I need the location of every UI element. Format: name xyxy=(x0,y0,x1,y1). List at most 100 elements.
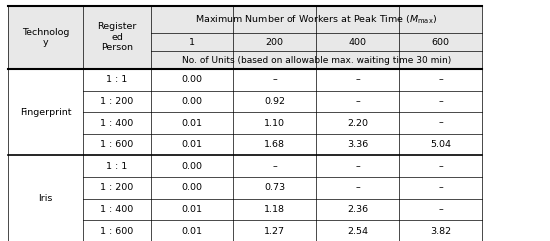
Bar xyxy=(399,177,482,199)
Text: 200: 200 xyxy=(266,38,283,47)
Bar xyxy=(151,91,233,112)
Bar xyxy=(83,221,151,241)
Text: –: – xyxy=(355,162,360,171)
Bar xyxy=(151,69,233,91)
Text: –: – xyxy=(438,75,443,84)
Text: Technolog
y: Technolog y xyxy=(22,28,69,47)
Bar xyxy=(83,112,151,134)
Text: 5.04: 5.04 xyxy=(430,140,451,149)
Text: –: – xyxy=(355,183,360,193)
Bar xyxy=(399,221,482,241)
Text: 2.36: 2.36 xyxy=(347,205,368,214)
Text: 1 : 200: 1 : 200 xyxy=(100,97,134,106)
Bar xyxy=(8,199,83,221)
Text: 1.10: 1.10 xyxy=(264,119,285,127)
Bar xyxy=(316,69,399,91)
Bar xyxy=(316,134,399,155)
Text: 0.01: 0.01 xyxy=(182,140,202,149)
Text: –: – xyxy=(355,97,360,106)
Text: 1.18: 1.18 xyxy=(264,205,285,214)
Text: 1 : 200: 1 : 200 xyxy=(100,183,134,193)
Text: 2.20: 2.20 xyxy=(347,119,368,127)
Text: 1: 1 xyxy=(189,38,195,47)
Bar xyxy=(8,177,83,199)
Bar xyxy=(316,177,399,199)
Bar xyxy=(151,33,233,51)
Text: 0.01: 0.01 xyxy=(182,227,202,236)
Text: No. of Units (based on allowable max. waiting time 30 min): No. of Units (based on allowable max. wa… xyxy=(182,55,451,65)
Text: –: – xyxy=(272,75,277,84)
Text: 0.01: 0.01 xyxy=(182,205,202,214)
Text: 0.92: 0.92 xyxy=(264,97,285,106)
Text: 1 : 1: 1 : 1 xyxy=(106,75,128,84)
Text: Fingerprint: Fingerprint xyxy=(20,108,72,117)
Bar xyxy=(151,51,482,69)
Bar xyxy=(233,177,316,199)
Text: 1 : 1: 1 : 1 xyxy=(106,162,128,171)
Text: 1 : 400: 1 : 400 xyxy=(100,205,134,214)
Bar xyxy=(151,155,233,177)
Bar xyxy=(399,69,482,91)
Bar xyxy=(316,199,399,221)
Text: 1 : 600: 1 : 600 xyxy=(100,140,134,149)
Text: –: – xyxy=(438,205,443,214)
Bar xyxy=(8,112,83,134)
Text: 0.00: 0.00 xyxy=(182,162,202,171)
Text: –: – xyxy=(438,183,443,193)
Bar xyxy=(316,155,399,177)
Bar xyxy=(316,221,399,241)
Text: –: – xyxy=(272,162,277,171)
Text: 0.00: 0.00 xyxy=(182,75,202,84)
Bar xyxy=(8,134,83,155)
Text: 3.82: 3.82 xyxy=(430,227,451,236)
Text: –: – xyxy=(438,162,443,171)
Bar xyxy=(399,112,482,134)
Bar xyxy=(233,134,316,155)
Bar xyxy=(8,221,83,241)
Bar xyxy=(399,199,482,221)
Bar xyxy=(151,112,233,134)
Text: –: – xyxy=(438,97,443,106)
Bar xyxy=(8,155,83,177)
Text: Register
ed
Person: Register ed Person xyxy=(97,22,137,52)
Bar xyxy=(83,6,151,69)
Bar xyxy=(233,69,316,91)
Bar xyxy=(83,91,151,112)
Bar xyxy=(233,33,316,51)
Bar xyxy=(151,134,233,155)
Bar xyxy=(83,69,151,91)
Bar xyxy=(399,33,482,51)
Text: 1 : 400: 1 : 400 xyxy=(100,119,134,127)
Bar xyxy=(151,221,233,241)
Bar xyxy=(151,6,482,33)
Bar xyxy=(151,199,233,221)
Text: 1.68: 1.68 xyxy=(264,140,285,149)
Bar xyxy=(233,91,316,112)
Text: 2.54: 2.54 xyxy=(347,227,368,236)
Bar xyxy=(8,91,83,112)
Bar xyxy=(233,112,316,134)
Text: 0.01: 0.01 xyxy=(182,119,202,127)
Text: 0.00: 0.00 xyxy=(182,183,202,193)
Text: 400: 400 xyxy=(349,38,366,47)
Bar xyxy=(316,112,399,134)
Bar xyxy=(399,91,482,112)
Bar xyxy=(83,134,151,155)
Text: 3.36: 3.36 xyxy=(347,140,368,149)
Bar xyxy=(233,155,316,177)
Bar xyxy=(83,155,151,177)
Text: 1 : 600: 1 : 600 xyxy=(100,227,134,236)
Bar xyxy=(151,177,233,199)
Text: –: – xyxy=(438,119,443,127)
Bar xyxy=(399,155,482,177)
Bar xyxy=(399,134,482,155)
Bar xyxy=(8,6,83,69)
Bar xyxy=(316,91,399,112)
Bar xyxy=(316,33,399,51)
Bar xyxy=(83,199,151,221)
Text: –: – xyxy=(355,75,360,84)
Text: 0.00: 0.00 xyxy=(182,97,202,106)
Bar xyxy=(233,221,316,241)
Text: Maximum Number of Workers at Peak Time ($\mathit{M}_{\mathrm{max}}$): Maximum Number of Workers at Peak Time (… xyxy=(195,13,438,26)
Text: Iris: Iris xyxy=(39,194,53,203)
